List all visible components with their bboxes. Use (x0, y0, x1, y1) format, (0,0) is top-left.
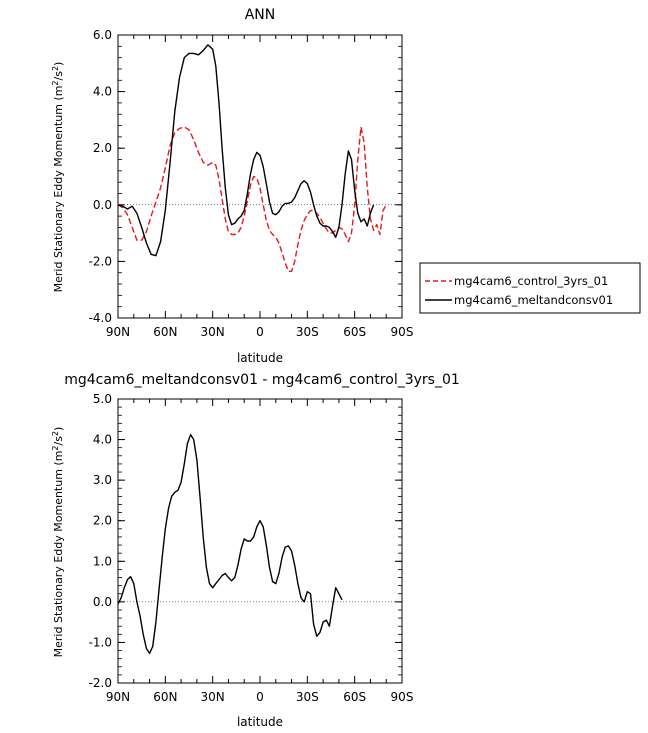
bottom-chart-ylabel: Merid Stationary Eddy Momentum (m2/s2) (51, 427, 66, 658)
x-tick-label: 90N (106, 325, 130, 339)
x-tick-label: 0 (256, 325, 264, 339)
y-tick-label: 6.0 (93, 28, 112, 42)
bottom-chart-xlabel: latitude (237, 715, 283, 729)
x-tick-label: 60S (343, 325, 366, 339)
top-chart: ANN latitude Merid Stationary Eddy Momen… (51, 7, 414, 365)
y-tick-label: -2.0 (89, 676, 112, 690)
legend-label-melt: mg4cam6_meltandconsv01 (454, 293, 613, 307)
bottom-chart: mg4cam6_meltandconsv01 - mg4cam6_control… (51, 372, 460, 729)
x-tick-label: 90S (391, 690, 414, 704)
x-tick-label: 60N (153, 690, 177, 704)
y-tick-label: 2.0 (93, 514, 112, 528)
x-tick-label: 90S (391, 325, 414, 339)
top-chart-xlabel: latitude (237, 351, 283, 365)
top-chart-title: ANN (245, 7, 276, 23)
x-tick-label: 30S (296, 690, 319, 704)
plot-frame (117, 398, 403, 684)
bottom-chart-title: mg4cam6_meltandconsv01 - mg4cam6_control… (64, 372, 460, 388)
x-tick-label: 0 (256, 690, 264, 704)
plot-frame (117, 34, 403, 319)
series-line-0-1 (117, 44, 375, 257)
y-tick-label: -4.0 (89, 311, 112, 325)
x-tick-label: 30S (296, 325, 319, 339)
y-tick-label: 0.0 (93, 595, 112, 609)
y-tick-label: 3.0 (93, 473, 112, 487)
top-chart-ylabel: Merid Stationary Eddy Momentum (m2/s2) (51, 62, 66, 293)
legend: mg4cam6_control_3yrs_01 mg4cam6_meltandc… (419, 262, 641, 314)
y-tick-label: 4.0 (93, 85, 112, 99)
y-tick-label: 4.0 (93, 433, 112, 447)
series-line-1-0 (117, 434, 343, 655)
y-tick-label: 2.0 (93, 141, 112, 155)
bottom-plot-area: 90N 60N 30N 0 30S 60S 90S -2.0 -1.0 0.0 1.0 2.0 3.0 4… (89, 392, 414, 704)
x-tick-label: 60S (343, 690, 366, 704)
x-tick-label: 60N (153, 325, 177, 339)
x-tick-label: 90N (106, 690, 130, 704)
x-tick-label: 30N (201, 325, 225, 339)
y-tick-label: -2.0 (89, 254, 112, 268)
y-tick-label: 1.0 (93, 554, 112, 568)
legend-label-control: mg4cam6_control_3yrs_01 (454, 274, 608, 288)
series-line-0-0 (117, 126, 387, 272)
y-tick-label: -1.0 (89, 635, 112, 649)
y-tick-label: 5.0 (93, 392, 112, 406)
x-tick-label: 30N (201, 690, 225, 704)
top-plot-area: 90N 60N 30N 0 30S 60S 90S -4.0 -2.0 0.0 2.0 4.0 6.0 (89, 28, 414, 339)
y-tick-label: 0.0 (93, 198, 112, 212)
legend-box (419, 262, 641, 314)
